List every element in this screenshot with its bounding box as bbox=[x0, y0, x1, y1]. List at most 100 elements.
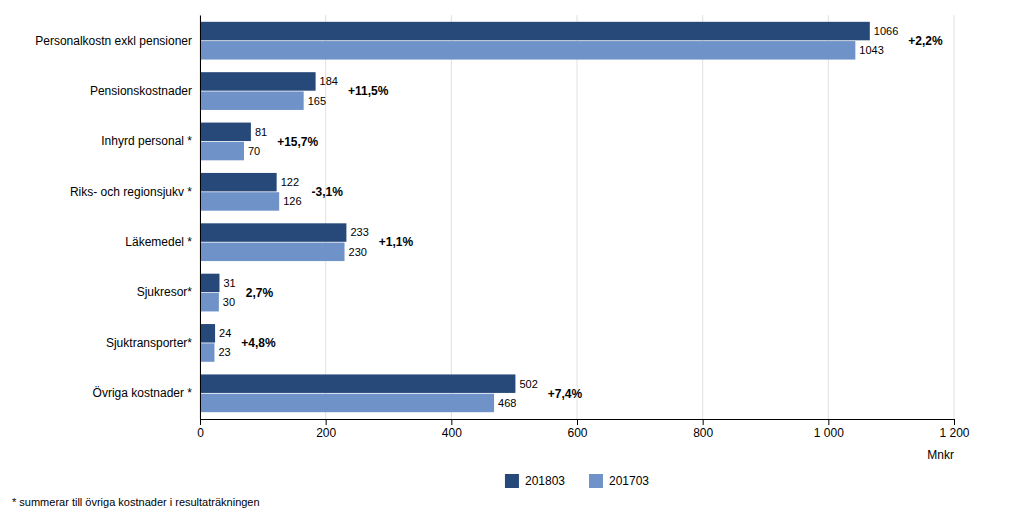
x-tick: 200 bbox=[316, 419, 336, 440]
change-label: 2,7% bbox=[246, 286, 274, 300]
y-tick-label: Riks- och regionsjukv * bbox=[70, 185, 192, 199]
x-tick: 0 bbox=[197, 419, 204, 440]
data-label: 70 bbox=[248, 145, 260, 157]
change-label: +1,1% bbox=[379, 235, 414, 249]
y-tick: Läkemedel * bbox=[125, 235, 192, 249]
change-label: +4,8% bbox=[241, 336, 276, 350]
x-tick: 1 200 bbox=[939, 419, 969, 440]
bar bbox=[200, 173, 277, 191]
bar bbox=[200, 192, 279, 210]
change-label: -3,1% bbox=[312, 185, 344, 199]
x-axis-label: Mnkr bbox=[927, 448, 954, 462]
data-label: 165 bbox=[308, 95, 326, 107]
x-axis: 0 200 400 600 800 1 000 1 200 bbox=[197, 419, 970, 440]
x-tick: 600 bbox=[567, 419, 587, 440]
x-tick-label: 600 bbox=[567, 426, 587, 440]
data-label: 31 bbox=[223, 277, 235, 289]
change-label: +2,2% bbox=[908, 34, 943, 48]
grid-line bbox=[577, 15, 578, 419]
y-tick-label: Sjukresor* bbox=[137, 285, 193, 299]
x-tick-label: 400 bbox=[442, 426, 462, 440]
change-label: +15,7% bbox=[277, 135, 318, 149]
bar bbox=[200, 223, 346, 241]
x-tick-label: 1 000 bbox=[814, 426, 844, 440]
grid-line bbox=[200, 15, 201, 419]
data-label: 468 bbox=[498, 397, 516, 409]
x-tick-label: 200 bbox=[316, 426, 336, 440]
bar bbox=[200, 324, 215, 342]
grid-line bbox=[451, 15, 452, 419]
y-tick-label: Övriga kostnader * bbox=[93, 386, 193, 400]
bar bbox=[200, 343, 214, 361]
grid-line bbox=[702, 15, 703, 419]
data-label: 230 bbox=[349, 246, 367, 258]
bar bbox=[200, 274, 219, 292]
change-label: +11,5% bbox=[348, 84, 389, 98]
legend-item: 201803 bbox=[505, 474, 565, 488]
x-tick: 800 bbox=[693, 419, 713, 440]
data-label: 1043 bbox=[859, 44, 883, 56]
x-tick-label: 800 bbox=[693, 426, 713, 440]
data-label: 126 bbox=[283, 195, 301, 207]
legend-label: 201703 bbox=[609, 474, 649, 488]
x-tick: 400 bbox=[442, 419, 462, 440]
y-tick-label: Personalkostn exkl pensioner bbox=[35, 34, 192, 48]
legend-swatch bbox=[589, 474, 603, 488]
x-axis-line bbox=[201, 420, 955, 426]
legend-item: 201703 bbox=[589, 474, 649, 488]
chart-container: 0 200 400 600 800 1 000 1 200 Personalkostn exk… bbox=[0, 0, 1024, 514]
change-label: +7,4% bbox=[548, 387, 583, 401]
bar bbox=[200, 22, 870, 40]
y-tick: Pensionskostnader bbox=[90, 84, 192, 98]
data-label: 502 bbox=[519, 378, 537, 390]
y-tick-label: Inhyrd personal * bbox=[101, 134, 192, 148]
data-label: 122 bbox=[281, 176, 299, 188]
bar bbox=[200, 374, 515, 392]
x-tick-mark bbox=[954, 419, 955, 425]
y-tick: Inhyrd personal * bbox=[101, 134, 192, 148]
legend: 201803 201703 bbox=[505, 474, 649, 488]
x-tick-mark bbox=[200, 419, 201, 425]
data-label: 81 bbox=[255, 126, 267, 138]
bar bbox=[200, 243, 345, 261]
y-tick: Sjuktransporter* bbox=[106, 336, 192, 350]
bar bbox=[200, 394, 494, 412]
y-tick-label: Sjuktransporter* bbox=[106, 336, 192, 350]
x-tick-mark bbox=[828, 419, 829, 425]
x-tick-mark bbox=[451, 419, 452, 425]
labels: 1066 1043 +2,2% 184 165 +11,5% 81 70 +15,7% 122 12… bbox=[218, 25, 943, 409]
chart-svg: 0 200 400 600 800 1 000 1 200 Personalkostn exk… bbox=[0, 0, 1024, 514]
y-tick-label: Pensionskostnader bbox=[90, 84, 192, 98]
y-tick-label: Läkemedel * bbox=[125, 235, 192, 249]
legend-label: 201803 bbox=[525, 474, 565, 488]
data-label: 30 bbox=[223, 296, 235, 308]
data-label: 184 bbox=[320, 75, 338, 87]
x-tick-mark bbox=[326, 419, 327, 425]
data-label: 23 bbox=[218, 346, 230, 358]
x-tick-mark bbox=[703, 419, 704, 425]
y-tick: Sjukresor* bbox=[137, 285, 193, 299]
grid-line bbox=[954, 15, 955, 419]
y-axis-line bbox=[200, 16, 201, 420]
x-tick: 1 000 bbox=[814, 419, 844, 440]
x-tick-label: 0 bbox=[197, 426, 204, 440]
data-label: 1066 bbox=[874, 25, 898, 37]
grid-line bbox=[828, 15, 829, 419]
bar bbox=[200, 41, 855, 59]
data-label: 24 bbox=[219, 327, 231, 339]
grid bbox=[200, 15, 954, 419]
x-tick-label: 1 200 bbox=[939, 426, 969, 440]
y-tick: Övriga kostnader * bbox=[93, 386, 193, 400]
bars bbox=[200, 22, 870, 412]
bar bbox=[200, 142, 244, 160]
y-axis: Personalkostn exkl pensioner Pensionskost… bbox=[35, 16, 200, 420]
bar bbox=[200, 72, 316, 90]
data-label: 233 bbox=[350, 226, 368, 238]
legend-swatch bbox=[505, 474, 519, 488]
footnote: * summerar till övriga kostnader i resul… bbox=[12, 496, 260, 508]
y-tick: Personalkostn exkl pensioner bbox=[35, 34, 192, 48]
x-tick-mark bbox=[577, 419, 578, 425]
y-tick: Riks- och regionsjukv * bbox=[70, 185, 192, 199]
bar bbox=[200, 293, 219, 311]
bar bbox=[200, 91, 304, 109]
